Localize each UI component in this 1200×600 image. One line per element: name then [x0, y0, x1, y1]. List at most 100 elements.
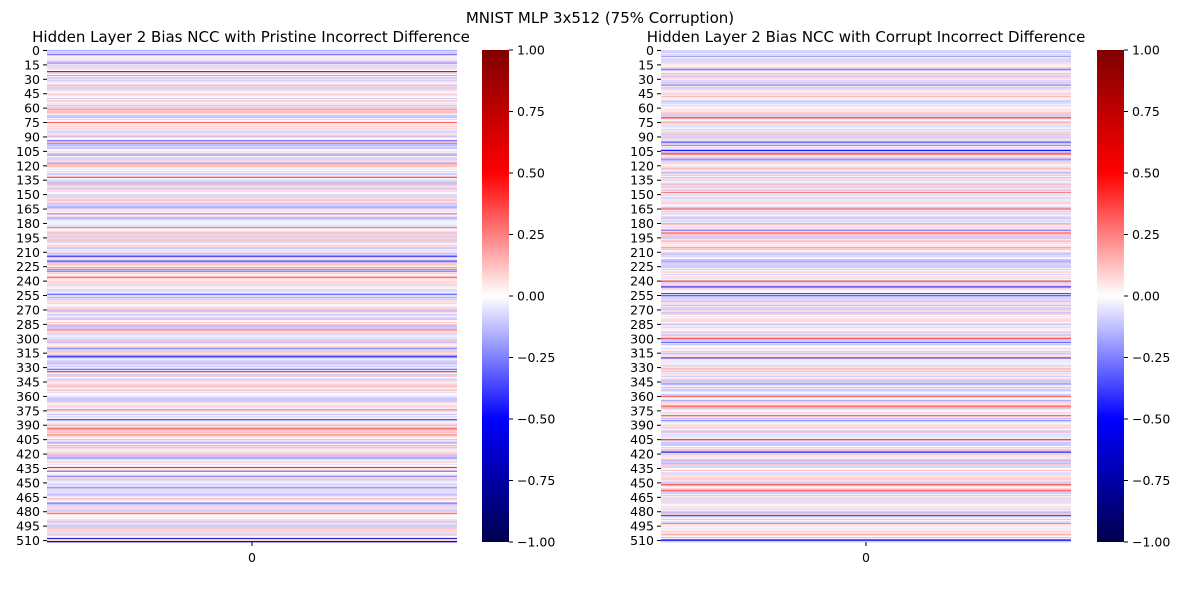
- heatmap-cell: [661, 158, 1071, 160]
- heatmap-cell: [47, 331, 457, 333]
- y-tick-label: 450: [16, 475, 40, 490]
- y-tick-label: 60: [24, 101, 40, 116]
- y-tick-label: 300: [16, 331, 40, 346]
- heatmap-cell: [661, 484, 1071, 486]
- heatmap-cell: [661, 344, 1071, 346]
- heatmap-cell: [661, 373, 1071, 376]
- heatmap-cell: [661, 466, 1071, 468]
- heatmap-cell: [661, 104, 1071, 107]
- y-tick-label: 360: [630, 389, 654, 404]
- heatmap-cell: [47, 100, 457, 103]
- heatmap-cell: [661, 492, 1071, 495]
- heatmap-cell: [47, 195, 457, 197]
- heatmap-cell: [661, 197, 1071, 200]
- heatmap-cell: [47, 345, 457, 348]
- y-tick-label: 495: [16, 519, 40, 534]
- heatmap-cell: [47, 159, 457, 161]
- heatmap-panel-pristine: Hidden Layer 2 Bias NCC with Pristine In…: [16, 28, 555, 565]
- heatmap-cell: [661, 394, 1071, 396]
- heatmap-cell: [661, 63, 1071, 65]
- heatmap-cell: [47, 493, 457, 496]
- heatmap-cell: [661, 194, 1071, 196]
- heatmap-cell: [661, 271, 1071, 273]
- heatmap-cell: [661, 141, 1071, 143]
- heatmap-cell: [661, 447, 1071, 450]
- heatmap-cell: [47, 184, 457, 186]
- heatmap-cell: [47, 70, 457, 72]
- heatmap-cell: [661, 350, 1071, 353]
- y-tick-label: 435: [630, 461, 654, 476]
- heatmap-cell: [661, 335, 1071, 337]
- heatmap-cell: [47, 142, 457, 144]
- heatmap-cell: [661, 340, 1071, 342]
- heatmap-cell: [661, 310, 1071, 312]
- heatmap-cell: [661, 409, 1071, 411]
- heatmap-cell: [661, 481, 1071, 483]
- heatmap-cell: [47, 290, 457, 292]
- heatmap-cell: [661, 176, 1071, 179]
- heatmap-cell: [661, 510, 1071, 512]
- heatmap-cell: [47, 289, 457, 291]
- heatmap-cell: [47, 484, 457, 486]
- heatmap-cell: [661, 230, 1071, 232]
- heatmap-cell: [661, 93, 1071, 95]
- heatmap-cell: [47, 330, 457, 332]
- heatmap-cell: [661, 425, 1071, 428]
- heatmap-cell: [661, 405, 1071, 407]
- heatmap-cell: [661, 147, 1071, 149]
- heatmap-cell: [661, 400, 1071, 403]
- heatmap-cell: [47, 515, 457, 517]
- colorbar-tick-label: −0.25: [517, 350, 555, 365]
- heatmap-cell: [661, 471, 1071, 474]
- heatmap-cell: [47, 509, 457, 511]
- heatmap-cell: [661, 196, 1071, 198]
- heatmap-cell: [661, 537, 1071, 539]
- heatmap-cell: [661, 469, 1071, 472]
- heatmap-cell: [47, 99, 457, 101]
- heatmap-cell: [47, 322, 457, 325]
- heatmap-cell: [47, 383, 457, 385]
- heatmap-cell: [47, 144, 457, 146]
- heatmap-cells: [47, 50, 457, 543]
- heatmap-cell: [47, 55, 457, 58]
- heatmap-cell: [661, 480, 1071, 482]
- heatmap-cell: [47, 374, 457, 377]
- heatmap-cell: [661, 427, 1071, 429]
- heatmap-cell: [47, 50, 457, 53]
- heatmap-cell: [661, 233, 1071, 235]
- heatmap-cell: [661, 443, 1071, 446]
- heatmap-cell: [47, 229, 457, 232]
- heatmap-cell: [661, 308, 1071, 310]
- heatmap-cell: [47, 125, 457, 128]
- heatmap-cell: [47, 369, 457, 372]
- heatmap-cell: [47, 364, 457, 366]
- heatmap-cell: [661, 280, 1071, 282]
- heatmap-cell: [47, 75, 457, 78]
- heatmap-cell: [661, 460, 1071, 462]
- heatmap-cell: [47, 522, 457, 525]
- heatmap-cell: [47, 377, 457, 379]
- heatmap-cell: [661, 199, 1071, 202]
- heatmap-cell: [47, 245, 457, 247]
- heatmap-cell: [47, 468, 457, 471]
- heatmap-cell: [47, 385, 457, 387]
- heatmap-cell: [47, 525, 457, 527]
- heatmap-cell: [661, 382, 1071, 384]
- heatmap-cell: [661, 351, 1071, 354]
- heatmap-cell: [47, 348, 457, 351]
- heatmap-cell: [47, 425, 457, 428]
- heatmap-cell: [47, 250, 457, 253]
- heatmap-cell: [47, 517, 457, 520]
- heatmap-cell: [661, 70, 1071, 72]
- heatmap-cell: [661, 166, 1071, 168]
- heatmap-title: Hidden Layer 2 Bias NCC with Pristine In…: [32, 28, 470, 46]
- heatmap-cell: [661, 490, 1071, 492]
- heatmap-cell: [47, 260, 457, 262]
- heatmap-cell: [661, 339, 1071, 341]
- heatmap-cell: [661, 483, 1071, 485]
- heatmap-cell: [661, 263, 1071, 265]
- heatmap-cell: [661, 160, 1071, 162]
- heatmap-cell: [661, 287, 1071, 289]
- heatmap-cell: [661, 187, 1071, 189]
- y-tick-label: 480: [16, 504, 40, 519]
